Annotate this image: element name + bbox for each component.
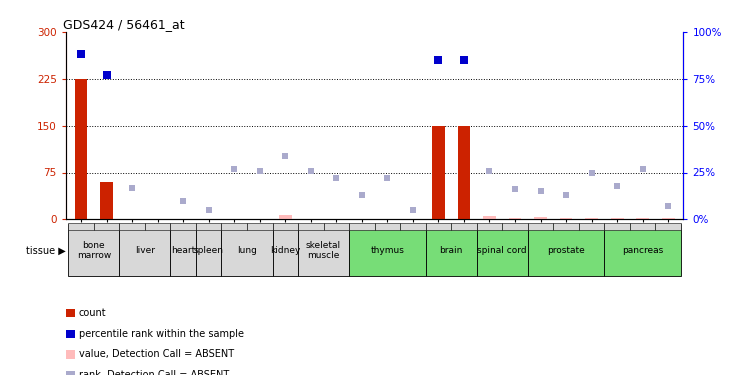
Bar (662, 218, 675, 219)
Point (534, 188, 546, 194)
Text: count: count (79, 308, 107, 318)
Bar (458, 126, 470, 219)
Text: heart: heart (171, 246, 195, 255)
Text: GDS424 / 56461_at: GDS424 / 56461_at (63, 18, 184, 31)
Point (586, 170, 597, 176)
Bar (636, 217, 649, 219)
Bar (400, 223, 425, 230)
Bar (483, 216, 496, 219)
Bar (298, 224, 349, 276)
Bar (100, 182, 113, 219)
Point (203, 207, 215, 213)
Point (254, 168, 265, 174)
Bar (247, 223, 273, 230)
Bar (273, 223, 298, 230)
Point (228, 166, 240, 172)
Bar (560, 217, 572, 219)
Text: brain: brain (439, 246, 463, 255)
Bar (324, 223, 349, 230)
Point (305, 168, 317, 174)
Text: skeletal
muscle: skeletal muscle (306, 241, 341, 260)
Bar (75, 79, 88, 219)
Point (611, 183, 623, 189)
Text: pancreas: pancreas (622, 246, 663, 255)
Bar (630, 223, 656, 230)
Text: kidney: kidney (270, 246, 300, 255)
Bar (605, 223, 630, 230)
Text: liver: liver (135, 246, 155, 255)
Text: spinal cord: spinal cord (477, 246, 527, 255)
Point (484, 168, 496, 174)
Point (101, 72, 113, 78)
Point (433, 57, 444, 63)
Point (126, 184, 138, 190)
Point (178, 198, 189, 204)
Text: thymus: thymus (371, 246, 404, 255)
Bar (553, 223, 579, 230)
Text: bone
marrow: bone marrow (77, 241, 111, 260)
Point (279, 153, 291, 159)
Point (407, 207, 419, 213)
Bar (432, 126, 445, 219)
Bar (279, 215, 292, 219)
Text: value, Detection Call = ABSENT: value, Detection Call = ABSENT (79, 350, 234, 359)
Bar (586, 217, 598, 219)
Bar (273, 224, 298, 276)
Text: spleen: spleen (194, 246, 224, 255)
Point (637, 166, 648, 172)
Bar (528, 223, 553, 230)
Text: lung: lung (237, 246, 257, 255)
Point (510, 186, 521, 192)
Bar (221, 223, 247, 230)
Bar (196, 223, 221, 230)
Bar (68, 224, 119, 276)
Bar (94, 223, 119, 230)
Bar (349, 223, 374, 230)
Point (382, 175, 393, 181)
Bar (425, 224, 477, 276)
Bar (170, 224, 196, 276)
Text: rank, Detection Call = ABSENT: rank, Detection Call = ABSENT (79, 370, 230, 375)
Bar (374, 223, 400, 230)
Text: prostate: prostate (548, 246, 585, 255)
Bar (196, 224, 221, 276)
Point (662, 203, 674, 209)
Bar (145, 223, 170, 230)
Bar (451, 223, 477, 230)
Text: percentile rank within the sample: percentile rank within the sample (79, 329, 244, 339)
Bar (579, 223, 605, 230)
Bar (221, 224, 273, 276)
Bar (119, 224, 170, 276)
Bar (298, 223, 324, 230)
Point (330, 175, 342, 181)
Point (560, 192, 572, 198)
Bar (656, 223, 681, 230)
Point (75, 51, 87, 57)
Bar (425, 223, 451, 230)
Bar (502, 223, 528, 230)
Bar (170, 223, 196, 230)
Bar (509, 217, 521, 219)
Text: tissue ▶: tissue ▶ (26, 245, 65, 255)
Bar (349, 224, 425, 276)
Bar (605, 224, 681, 276)
Point (458, 57, 470, 63)
Bar (68, 223, 94, 230)
Bar (119, 223, 145, 230)
Point (356, 192, 368, 198)
Bar (477, 224, 528, 276)
Bar (528, 224, 605, 276)
Bar (534, 217, 547, 219)
Bar (610, 217, 624, 219)
Bar (477, 223, 502, 230)
